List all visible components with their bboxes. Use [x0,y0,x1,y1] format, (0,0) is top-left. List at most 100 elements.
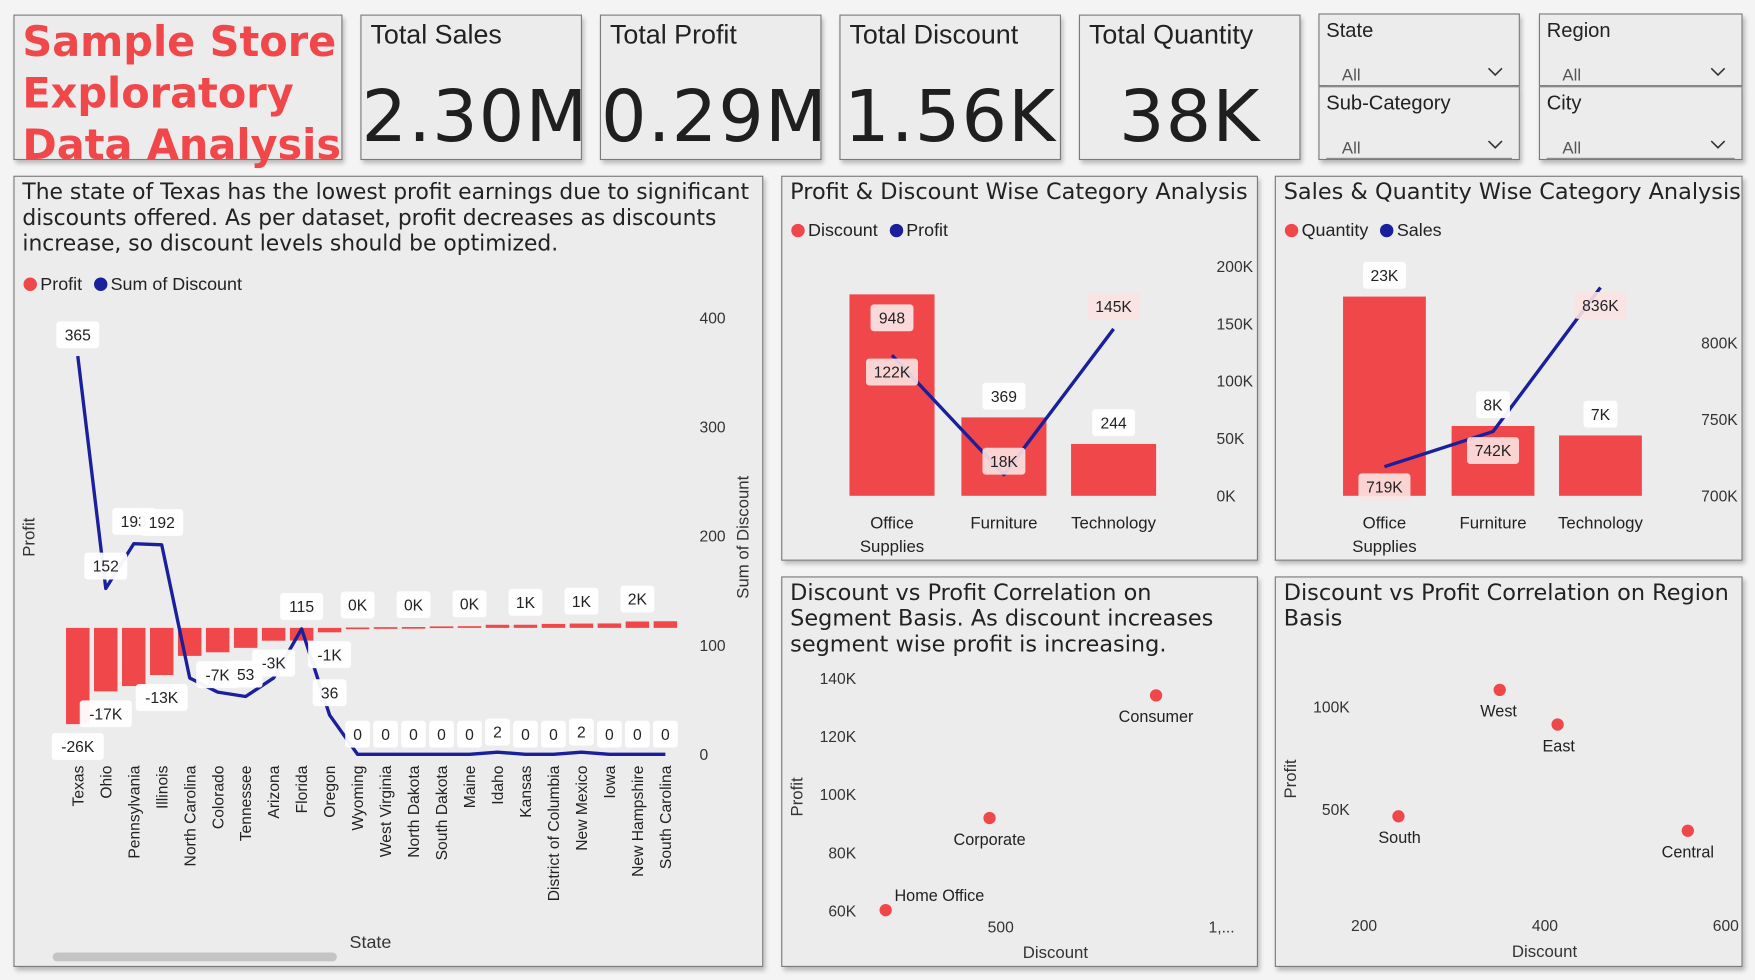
profit-data-label: -13K [135,683,188,711]
discount-data-label: 115 [280,593,324,620]
data-label-text: 122K [874,365,911,382]
data-label-bg [982,382,1026,410]
sales-quantity-combo-chart[interactable]: 23K 8K 7K 719K 742K 836K Office Supplies Furnitu… [1276,177,1744,562]
data-label-bg [652,720,678,748]
discount-data-label: 0 [429,720,454,748]
chevron-down-icon[interactable] [1487,137,1503,153]
legend-item-discount[interactable]: Discount [791,222,878,241]
data-label-text: 1K [572,594,592,611]
data-label-bg [396,591,431,619]
profit-discount-legend: Discount Profit [791,222,954,242]
scatter-point[interactable] [1681,824,1694,837]
line-data-label: 719K [1358,473,1411,501]
profit-data-label: 1K [508,588,543,616]
region-scatter-panel: Discount vs Profit Correlation on Region… [1274,576,1744,969]
x-tick-label: 1,... [1209,919,1235,936]
chevron-down-icon[interactable] [1487,64,1503,80]
data-label-text: 369 [991,389,1017,406]
y2-tick-label: 700K [1701,488,1738,505]
x-tick-label: 500 [988,919,1014,936]
scatter-point[interactable] [1149,689,1163,702]
x-tick-label: New Mexico [574,765,591,851]
scatter-point[interactable] [983,811,996,825]
legend-dot [23,277,37,291]
data-label-text: 0 [353,727,362,744]
x-tick-label: Ohio [98,765,115,798]
y2-tick-label: 750K [1701,412,1738,429]
profit-bar [261,627,286,641]
discount-data-label: 0 [541,720,566,748]
x-tick-label: Technology [1558,513,1643,532]
scatter-point[interactable] [1392,810,1405,823]
profit-discount-combo-chart[interactable]: 948 369 244 122K 18K 145K Office Supplies Furnit… [782,177,1259,562]
y2-tick-label: 100K [1217,374,1254,391]
slicer-region[interactable]: Region All [1538,13,1743,87]
x-tick-label: 200 [1351,918,1377,935]
data-label-bg [569,718,594,746]
region-scatter-chart[interactable]: 100K 50K 200 400 600 West East South Central Disc… [1276,578,1744,969]
slicer-label: State [1326,19,1374,42]
discount-data-label: 53 [228,660,263,688]
profit-discount-chart-title: Profit & Discount Wise Category Analysis [790,177,1248,205]
legend-item-quantity[interactable]: Quantity [1284,222,1368,241]
data-label-text: 36 [321,685,339,702]
slicer-selected-value[interactable]: All [1562,138,1582,158]
discount-data-label: 0 [401,720,426,748]
data-label-text: 948 [879,310,905,327]
x-tick-label: District of Columbia [546,765,563,901]
slicer-selected-value[interactable]: All [1562,66,1582,86]
legend-item-profit[interactable]: Profit [889,222,948,241]
slicer-underline [1546,85,1735,87]
scatter-point[interactable] [1493,683,1506,697]
data-label-text: 0K [460,596,480,613]
slicer-selected-value[interactable]: All [1341,138,1361,158]
horizontal-scrollbar[interactable] [52,952,337,962]
line-data-label: 145K [1087,293,1140,320]
slicer-selected-value[interactable]: All [1341,66,1361,86]
legend-item-discount[interactable]: Sum of Discount [93,275,242,294]
slicer-sub-category[interactable]: Sub-Category All [1318,86,1520,161]
legend-item-profit[interactable]: Profit [23,275,82,294]
data-label-bg [401,720,426,748]
data-label-text: 719K [1366,479,1403,496]
y2-tick-label: 50K [1217,431,1245,448]
region-scatter-title: Discount vs Profit Correlation on Region… [1283,578,1729,632]
segment-scatter-chart[interactable]: 140K 120K 100K 80K 60K 500 1,... Consumer Corpor… [782,578,1259,969]
point-label: South [1378,829,1420,847]
bar-data-label: 244 [1092,409,1136,437]
data-label-bg [457,720,482,748]
state-combo-chart[interactable]: -26K -17K -13K -7K -3K -1K 0K 0K 0K 1K 1K 2K 365 152 1… [15,177,765,968]
slicer-city[interactable]: City All [1538,86,1743,161]
line-data-label: 836K [1574,292,1627,319]
data-label-bg [1087,293,1140,320]
x-tick-label: 600 [1713,918,1739,935]
x-tick-label: New Hampshire [630,765,647,877]
profit-data-label: -7K [196,661,240,689]
chevron-down-icon[interactable] [1710,137,1726,153]
x-axis-title: State [350,932,392,952]
data-label-bg [1467,437,1520,465]
point-label: East [1542,737,1575,755]
slicer-underline [1546,157,1735,159]
profit-bar [401,627,426,629]
y-axis-title: Profit [1281,759,1300,798]
y-axis-title: Profit [787,777,806,816]
x-tick-label: Colorado [210,765,227,829]
data-label-bg [56,321,100,349]
data-label-text: -1K [317,647,342,664]
sales-quantity-chart-title: Sales & Quantity Wise Category Analysis [1283,177,1741,205]
slicer-state[interactable]: State All [1318,13,1520,87]
y2-tick-label: 300 [700,420,726,437]
profit-bar [66,627,90,725]
x-tick-label: Illinois [154,765,171,809]
data-label-text: 0K [348,598,368,615]
legend-item-sales[interactable]: Sales [1380,222,1442,241]
scatter-point[interactable] [879,904,892,917]
report-title-line2: Exploratory [22,69,294,118]
profit-bar [233,627,258,648]
x-axis-title: Discount [1512,942,1578,961]
data-label-text: 0 [381,727,390,744]
chevron-down-icon[interactable] [1710,64,1726,80]
profit-data-label: 2K [620,585,655,613]
scatter-point[interactable] [1551,718,1564,731]
